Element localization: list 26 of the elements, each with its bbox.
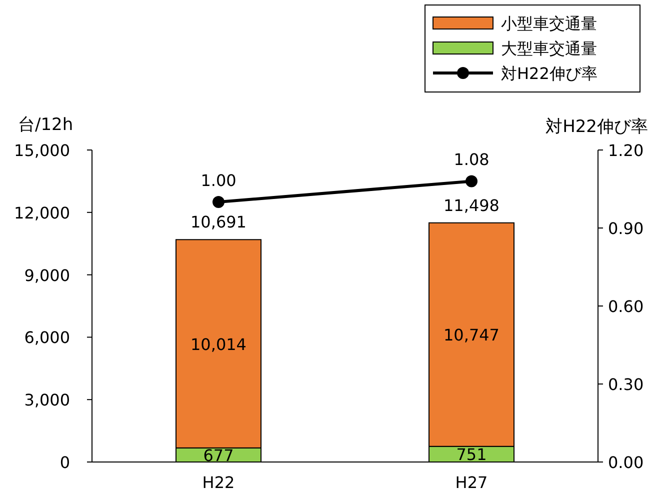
- y2-tick-label: 0.60: [608, 297, 644, 316]
- total-label: 10,691: [190, 212, 246, 232]
- y-tick-label: 15,000: [14, 141, 70, 160]
- y-tick-label: 0: [60, 453, 70, 472]
- data-label: 677: [203, 446, 234, 465]
- y-tick-label: 6,000: [24, 328, 70, 348]
- y2-tick-label: 1.20: [608, 141, 644, 160]
- y2-tick-label: 0.30: [608, 375, 644, 394]
- y-tick-label: 12,000: [14, 203, 70, 222]
- y-tick-label: 9,000: [24, 266, 70, 285]
- y-tick-label: 3,000: [24, 390, 70, 410]
- data-label: 10,014: [190, 334, 246, 354]
- data-label: 1.00: [200, 171, 236, 190]
- y2-axis-title: 対H22伸び率: [546, 117, 648, 137]
- data-label: 1.08: [454, 150, 490, 170]
- legend-label: 大型車交通量: [501, 39, 597, 58]
- x-tick-label: H27: [455, 473, 488, 492]
- x-tick-label: H22: [202, 473, 235, 492]
- y2-tick-label: 0.90: [608, 219, 644, 238]
- data-label: 751: [456, 445, 487, 464]
- legend-label: 小型車交通量: [501, 14, 597, 33]
- y2-tick-label: 0.00: [608, 453, 644, 472]
- legend-label: 対H22伸び率: [501, 64, 598, 83]
- total-label: 11,498: [444, 196, 500, 215]
- data-label: 10,747: [444, 326, 500, 345]
- y-axis-title: 台/12h: [18, 115, 74, 135]
